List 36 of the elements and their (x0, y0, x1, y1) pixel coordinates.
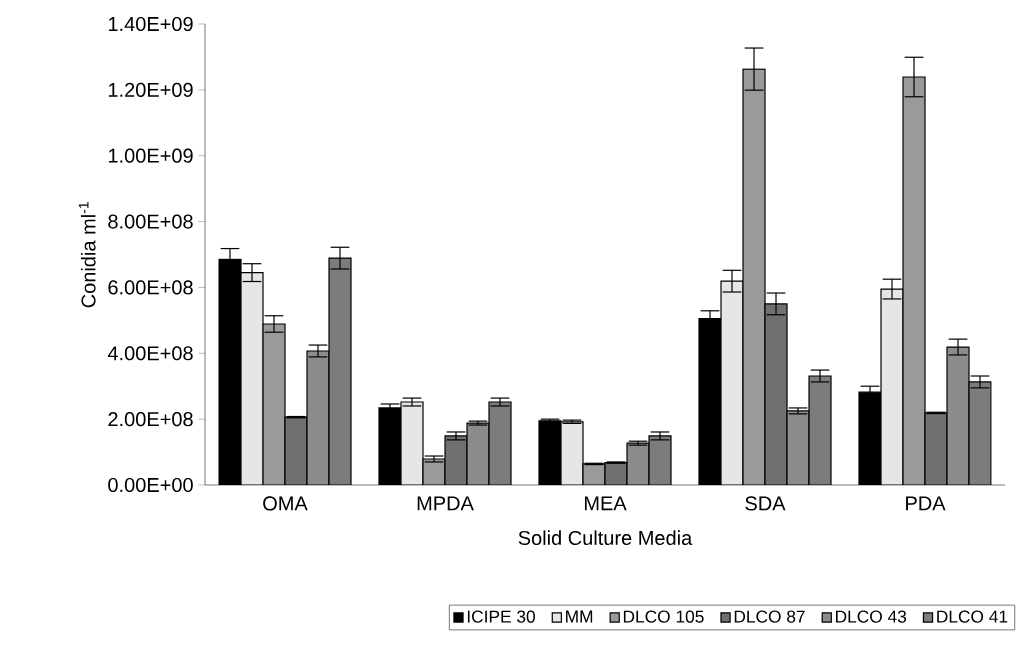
legend-label: MM (566, 610, 593, 623)
bar (764, 303, 788, 485)
legend-label: DLCO 87 (734, 610, 805, 623)
y-tick-label: 1.20E+09 (108, 82, 193, 97)
x-tick-label: SDA (745, 496, 786, 511)
bar (444, 435, 468, 485)
bar (626, 442, 650, 485)
y-tick-label: 8.00E+08 (108, 214, 193, 229)
y-tick-label: 6.00E+08 (108, 280, 193, 295)
bar (400, 401, 424, 485)
bar (880, 288, 904, 485)
bar (946, 346, 970, 485)
bar (604, 462, 628, 485)
bar (306, 350, 330, 485)
y-tick-label: 4.00E+08 (107, 346, 193, 361)
legend-label: DLCO 105 (623, 610, 704, 623)
y-tick-label: 1.00E+09 (108, 148, 193, 163)
legend-label: DLCO 43 (836, 610, 907, 623)
x-tick-label: MPDA (417, 496, 474, 511)
bar (466, 422, 490, 485)
y-tick-label: 2.00E+08 (108, 412, 193, 427)
bar (720, 280, 744, 485)
bar (284, 416, 308, 485)
legend-label: DLCO 41 (937, 610, 1008, 623)
y-tick-label: 0.00E+00 (108, 477, 193, 493)
y-tick-label: 1.40E+09 (108, 16, 193, 32)
legend-label: ICIPE 30 (467, 610, 535, 623)
y-axis-title: Conidia ml$^{-1}$ (78, 202, 96, 308)
x-tick-label: OMA (263, 496, 308, 511)
x-tick-label: PDA (906, 496, 946, 511)
bar (240, 272, 264, 485)
bar (560, 421, 584, 485)
x-tick-label: MEA (584, 496, 627, 511)
bar (786, 410, 810, 485)
bar (924, 412, 948, 485)
x-axis-title: Solid Culture Media (518, 530, 693, 546)
